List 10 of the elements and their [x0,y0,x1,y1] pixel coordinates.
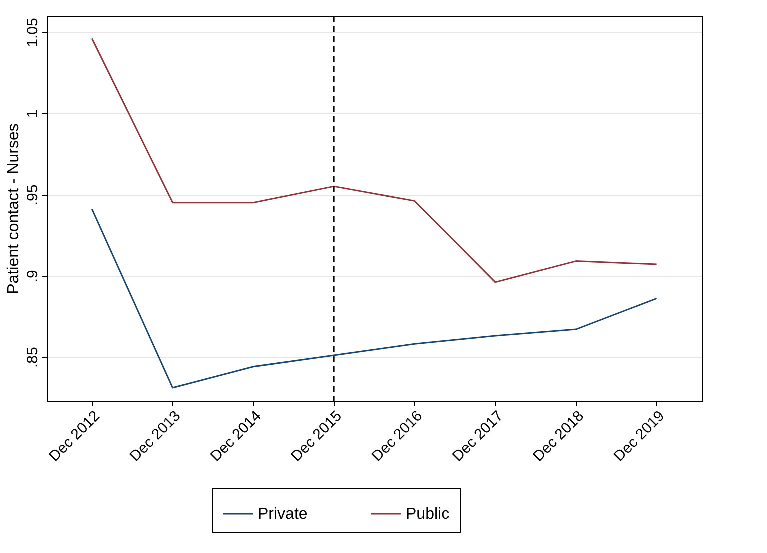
line-series [91,38,658,284]
legend-label: Private [258,506,308,523]
y-axis-title: Patient contact - Nurses [6,124,22,294]
y-tick-label: 1 [24,110,42,118]
y-tick-label: .9 [24,270,42,283]
y-tick-label: 1.05 [24,18,42,48]
y-tick-label: .85 [24,347,42,368]
line-series [91,208,658,389]
legend-label: Public [406,506,450,523]
y-tick-label: .95 [24,184,42,206]
